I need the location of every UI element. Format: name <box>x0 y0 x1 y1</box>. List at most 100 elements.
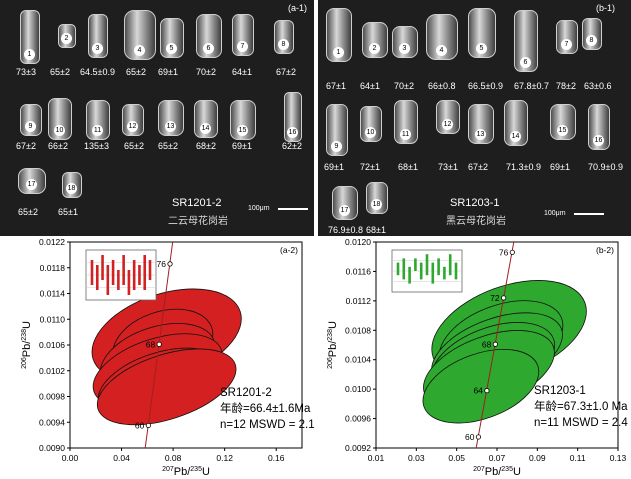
grain-age-label: 67.8±0.7 <box>514 81 549 91</box>
cl-panel-sr1203-1: (b-1) SR1203-1 黑云母花岗岩 100μm 1 67±1 2 64±1 3 7… <box>318 0 631 236</box>
y-tick-label: 0.0120 <box>345 237 371 247</box>
grain-age-label: 68±1 <box>366 225 386 235</box>
panel-tag-b1: (b-1) <box>596 3 616 13</box>
grain-age-label: 67±2 <box>16 141 36 151</box>
grain-number: 11 <box>400 129 411 140</box>
grain-age-label: 70±2 <box>196 67 216 77</box>
sample-label: SR1203-1 <box>450 197 500 209</box>
grain-age-label: 69±1 <box>158 67 178 77</box>
x-tick-label: 0.05 <box>448 453 465 463</box>
x-tick-label: 0.11 <box>570 453 586 463</box>
y-tick-label: 0.0110 <box>40 314 66 324</box>
x-axis-label: 207Pb/235U <box>162 466 210 478</box>
superscript: 238 <box>21 329 28 341</box>
y-tick-label: 0.0116 <box>346 266 372 276</box>
grain-number: 5 <box>166 43 177 54</box>
y-tick-label: 0.0090 <box>39 443 65 453</box>
grain-age-label: 62±2 <box>282 141 302 151</box>
panel-tag-a1: (a-1) <box>288 3 308 13</box>
grain-age-label: 78±2 <box>556 81 576 91</box>
plot-content: 76 72 68 64 60 <box>422 242 587 448</box>
superscript: 207 <box>473 466 485 473</box>
concordia-age-marker <box>156 341 162 347</box>
grain-age-label: 69±1 <box>232 141 252 151</box>
scale-label: 100μm <box>544 210 566 217</box>
panel-divider <box>314 0 318 236</box>
grain-number: 8 <box>278 39 289 50</box>
superscript: 207 <box>162 466 174 473</box>
x-tick-label: 0.04 <box>113 453 130 463</box>
grain-age-label: 66.5±0.9 <box>468 81 503 91</box>
cl-image-panel: (a-1) SR1201-2 二云母花岗岩 100μm 1 73±3 2 65±2 3 6… <box>0 0 631 236</box>
superscript: 238 <box>327 329 334 341</box>
grain-age-label: 64±1 <box>360 81 380 91</box>
grain-number: 13 <box>475 129 486 140</box>
grain-age-label: 64.5±0.9 <box>80 67 115 77</box>
x-tick-label: 0.16 <box>268 453 285 463</box>
grain-number: 12 <box>442 119 453 130</box>
grain-number: 18 <box>66 183 77 194</box>
grain-age-label: 65±2 <box>18 207 38 217</box>
grain-number: 1 <box>24 49 35 60</box>
concordia-age-marker <box>475 434 482 440</box>
concordia-age-label: 76 <box>157 259 167 269</box>
grain-number: 9 <box>25 121 36 132</box>
grain-age-label: 70±2 <box>394 81 414 91</box>
grain-number: 17 <box>339 205 350 216</box>
scale-bar <box>574 213 604 215</box>
zircon-grain-image <box>230 100 256 140</box>
grain-number: 4 <box>436 45 447 56</box>
grain-number: 13 <box>165 121 176 132</box>
concordia-age-marker <box>509 249 515 255</box>
panel-tag: (b-2) <box>596 245 614 255</box>
concordia-age-label: 68 <box>146 339 156 349</box>
grain-age-label: 76.9±0.8 <box>328 225 363 235</box>
grain-age-label: 66±0.8 <box>428 81 456 91</box>
superscript: 235 <box>190 466 202 473</box>
zircon-grain-image <box>468 8 496 58</box>
grain-age-label: 65±2 <box>158 141 178 151</box>
sample-label: SR1201-2 <box>172 197 222 209</box>
grain-age-label: 69±1 <box>550 162 570 172</box>
annotation-line: SR1201-2 <box>220 387 272 399</box>
grain-age-label: 63±0.6 <box>584 81 612 91</box>
grain-number: 17 <box>26 179 37 190</box>
axis-label-part: Pb/ <box>485 466 502 478</box>
concordia-curve <box>144 242 174 448</box>
rock-type-label: 二云母花岗岩 <box>168 216 228 227</box>
x-tick-label: 0.03 <box>408 453 425 463</box>
grain-age-label: 67±1 <box>326 81 346 91</box>
grain-number: 15 <box>237 125 248 136</box>
annotation-line: n=12 MSWD = 2.1 <box>220 419 315 431</box>
x-tick-label: 0.00 <box>62 453 79 463</box>
y-tick-label: 0.0106 <box>39 340 65 350</box>
grain-number: 2 <box>369 43 380 54</box>
concordia-age-label: 68 <box>482 339 492 349</box>
grain-number: 11 <box>92 125 103 136</box>
axis-label-part: U <box>327 321 339 329</box>
grain-number: 18 <box>371 199 382 210</box>
grain-number: 7 <box>237 41 248 52</box>
scale-label: 100μm <box>248 205 270 212</box>
y-tick-label: 0.0096 <box>345 414 371 424</box>
grain-number: 2 <box>61 33 72 44</box>
y-axis-label: 206Pb/238U <box>21 321 33 369</box>
grain-number: 6 <box>520 57 531 68</box>
superscript: 206 <box>21 357 28 369</box>
grain-number: 16 <box>287 127 298 138</box>
axis-label-part: U <box>21 321 33 329</box>
y-tick-label: 0.0114 <box>40 289 66 299</box>
x-tick-label: 0.01 <box>368 453 385 463</box>
concordia-age-label: 60 <box>135 420 145 430</box>
grain-age-label: 65±2 <box>50 67 70 77</box>
concordia-age-marker <box>167 261 173 267</box>
y-tick-label: 0.0122 <box>39 237 65 247</box>
cl-panel-sr1201-2: (a-1) SR1201-2 二云母花岗岩 100μm 1 73±3 2 65±2 3 6… <box>0 0 314 236</box>
grain-age-label: 64±1 <box>232 67 252 77</box>
y-tick-label: 0.0108 <box>345 325 371 335</box>
concordia-age-marker <box>492 341 498 347</box>
concordia-age-label: 76 <box>499 247 509 257</box>
concordia-chart-b: 0.01 0.03 0.05 0.07 0.09 0.11 0.13 0.0092 0.0096… <box>327 237 628 478</box>
grain-number: 3 <box>399 43 410 54</box>
axis-label-part: Pb/ <box>327 340 339 357</box>
